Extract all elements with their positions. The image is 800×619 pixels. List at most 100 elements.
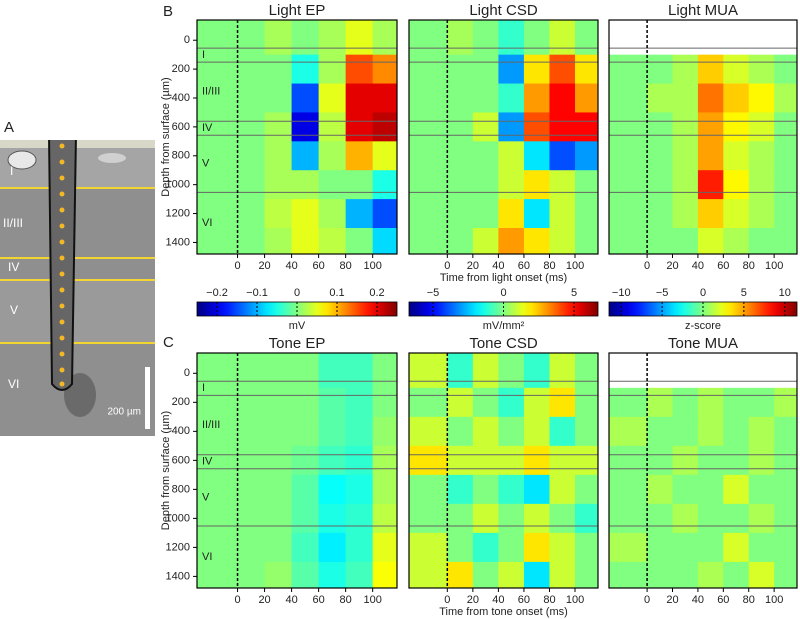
heatmap-cell — [609, 445, 648, 476]
heatmap-cell — [447, 474, 474, 505]
heatmap-cell — [291, 54, 320, 85]
heatmap-cell — [197, 503, 239, 534]
heatmap-cell — [774, 228, 797, 254]
heatmap-cell — [447, 228, 474, 254]
x-tick-label: 20 — [467, 260, 479, 272]
heatmap-cell — [264, 83, 293, 113]
heatmap-cell — [447, 503, 474, 534]
heatmap-cell — [723, 445, 750, 476]
x-tick-label: 40 — [285, 594, 297, 606]
heatmap-cell — [549, 170, 576, 200]
heatmap-cell — [774, 83, 797, 113]
heatmap-cell — [575, 228, 598, 254]
heatmap-cell — [447, 445, 474, 476]
heatmap-cell — [647, 141, 674, 171]
heatmap-cell — [523, 170, 550, 200]
heatmap-cell — [197, 170, 239, 200]
y-axis-label: Depth from surface (µm) — [160, 411, 172, 530]
heatmap-cell — [748, 54, 775, 85]
colorbar — [196, 301, 398, 317]
heatmap-cell — [723, 387, 750, 418]
heatmap-cell — [647, 170, 674, 200]
x-tick-label: 0 — [644, 260, 650, 272]
plot-frame — [608, 352, 798, 589]
heatmap-cell — [345, 532, 374, 563]
heatmap-cell — [697, 199, 724, 229]
plot-frame — [408, 19, 599, 255]
heatmap-cell — [409, 353, 448, 389]
heatmap-cell — [672, 416, 699, 447]
heatmap-cell — [647, 561, 674, 588]
y-tick-label: 800 — [172, 483, 190, 495]
y-tick-label: 800 — [172, 150, 190, 162]
heatmap-cell — [197, 532, 239, 563]
y-tick-label: 200 — [172, 63, 190, 75]
heatmap-cell — [345, 199, 374, 229]
colorbar-tick-label: 0.1 — [329, 287, 344, 299]
heatmap-cell — [748, 416, 775, 447]
heatmap-cell — [748, 170, 775, 200]
heatmap-cell — [372, 112, 397, 142]
heatmap-cell — [498, 199, 525, 229]
heatmap-cell — [575, 387, 598, 418]
heatmap-cell — [197, 474, 239, 505]
heatmap-cell — [697, 387, 724, 418]
heatmap-cell — [549, 20, 576, 56]
heatmap-cell — [498, 561, 525, 588]
heatmap-cell — [237, 199, 266, 229]
heatmap-cell — [523, 503, 550, 534]
heatmap-cell — [774, 532, 797, 563]
heatmap-cell — [409, 532, 448, 563]
panel-letter: C — [163, 334, 174, 351]
heatmap-cell — [472, 54, 499, 85]
heatmap-cell — [575, 141, 598, 171]
heatmap-cell — [264, 445, 293, 476]
heatmap-cell — [498, 228, 525, 254]
heatmap-cell — [237, 141, 266, 171]
x-tick-label: 80 — [543, 260, 555, 272]
y-tick-label: 600 — [172, 121, 190, 133]
heatmap-cell — [523, 199, 550, 229]
heatmap-cell — [498, 416, 525, 447]
panel-title: Light EP — [269, 2, 326, 19]
heatmap-cell — [609, 199, 648, 229]
heatmap-cell — [609, 54, 648, 85]
heatmap-cell — [647, 54, 674, 85]
heatmap-cell — [672, 170, 699, 200]
heatmap-cell — [774, 474, 797, 505]
heatmap-cell — [609, 228, 648, 254]
heatmap-cell — [345, 503, 374, 534]
heatmap-cell — [447, 20, 474, 56]
heatmap-cell — [291, 445, 320, 476]
heatmap-cell — [291, 532, 320, 563]
heatmap-cell — [318, 474, 347, 505]
x-tick-label: 20 — [258, 594, 270, 606]
heatmap-cell — [237, 474, 266, 505]
heatmap-cell — [549, 228, 576, 254]
heatmap-cell — [264, 561, 293, 588]
y-tick-label: 1000 — [166, 179, 190, 191]
heatmap-cell — [774, 54, 797, 85]
heatmap-cell — [748, 503, 775, 534]
heatmap-cell — [291, 474, 320, 505]
heatmap-cell — [345, 561, 374, 588]
heatmap — [197, 353, 397, 588]
y-tick-label: 1200 — [166, 541, 190, 553]
heatmap-cell — [723, 112, 750, 142]
x-tick-label: 60 — [717, 260, 729, 272]
heatmap-cell — [197, 141, 239, 171]
x-tick-label: 80 — [340, 260, 352, 272]
layer-label: IV — [8, 260, 19, 274]
heatmap-cell — [447, 141, 474, 171]
heatmap-cell — [723, 141, 750, 171]
heatmap-cell — [472, 141, 499, 171]
heatmap-cell — [264, 503, 293, 534]
heatmap-cell — [237, 20, 266, 56]
heatmap-cell — [372, 54, 397, 85]
colorbar-tick-label: 0 — [294, 287, 300, 299]
colorbar-tick-label: 5 — [741, 287, 747, 299]
heatmap-cell — [549, 561, 576, 588]
heatmap-cell — [472, 416, 499, 447]
heatmap-cell — [498, 20, 525, 56]
heatmap-cell — [575, 54, 598, 85]
